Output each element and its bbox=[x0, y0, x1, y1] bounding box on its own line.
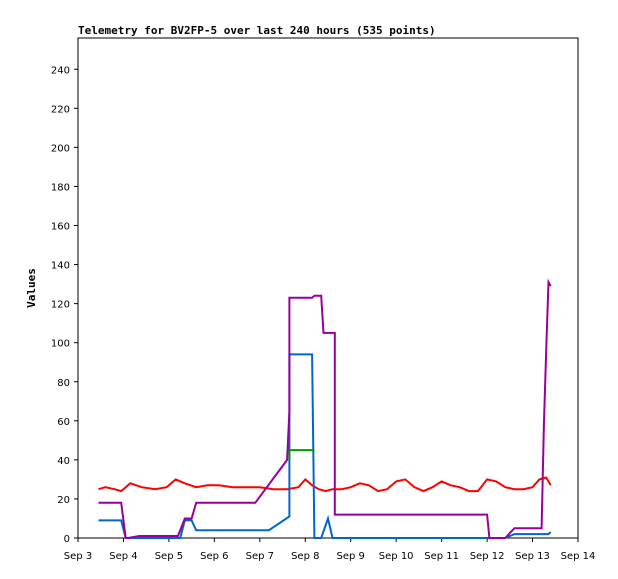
y-tick-label: 180 bbox=[51, 182, 70, 193]
x-axis: Sep 3 Sep 4 Sep 5 Sep 6 Sep 7 Sep 8 Sep 9 Sep 1… bbox=[64, 538, 596, 562]
x-tick-label: Sep 4 bbox=[109, 551, 137, 562]
y-tick-label: 200 bbox=[51, 143, 70, 154]
x-tick-label: Sep 11 bbox=[424, 551, 459, 562]
y-tick-label: 120 bbox=[51, 300, 70, 311]
x-tick-label: Sep 14 bbox=[561, 551, 596, 562]
y-tick-label: 140 bbox=[51, 261, 70, 272]
x-tick-label: Sep 7 bbox=[246, 551, 274, 562]
series-line bbox=[98, 353, 552, 539]
x-tick-label: Sep 9 bbox=[337, 551, 365, 562]
y-tick-label: 160 bbox=[51, 222, 70, 233]
y-tick-label: 100 bbox=[51, 339, 70, 350]
plot-area bbox=[77, 37, 579, 539]
series-line bbox=[98, 278, 552, 539]
x-tick-label: Sep 8 bbox=[291, 551, 319, 562]
x-tick-label: Sep 3 bbox=[64, 551, 92, 562]
x-tick-label: Sep 12 bbox=[470, 551, 505, 562]
series-line bbox=[98, 476, 552, 493]
series-group bbox=[98, 278, 552, 539]
x-tick-label: Sep 13 bbox=[515, 551, 550, 562]
y-tick-label: 220 bbox=[51, 104, 70, 115]
x-tick-label: Sep 10 bbox=[379, 551, 414, 562]
series-line bbox=[288, 449, 315, 460]
y-tick-label: 20 bbox=[57, 495, 70, 506]
y-tick-label: 0 bbox=[64, 534, 70, 545]
x-tick-label: Sep 5 bbox=[155, 551, 183, 562]
y-tick-label: 240 bbox=[51, 65, 70, 76]
y-axis: 0 20 40 60 80 100 120 140 160 180 200 220 240 bbox=[51, 65, 78, 545]
x-tick-label: Sep 6 bbox=[200, 551, 228, 562]
chart-title: Telemetry for BV2FP-5 over last 240 hour… bbox=[78, 24, 436, 37]
y-tick-label: 80 bbox=[57, 378, 70, 389]
y-axis-label: Values bbox=[25, 268, 38, 308]
y-tick-label: 60 bbox=[57, 417, 70, 428]
y-tick-label: 40 bbox=[57, 456, 70, 467]
